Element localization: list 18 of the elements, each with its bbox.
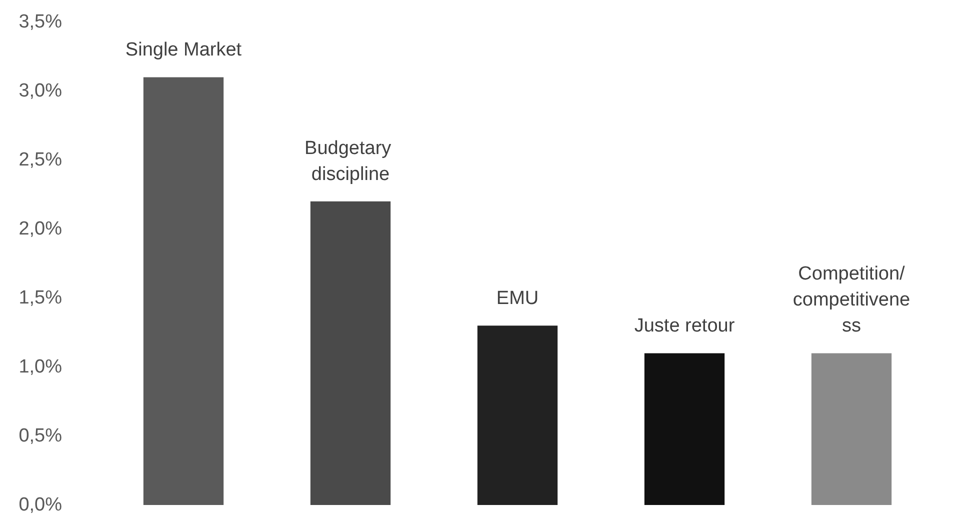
x-tick-label: Competition/competitiveness xyxy=(792,264,910,337)
bar xyxy=(143,77,224,505)
y-tick-label: 1,5% xyxy=(18,288,62,308)
y-tick-label: 3,0% xyxy=(18,80,62,102)
x-tick-label: Juste retour xyxy=(634,316,736,337)
y-tick-label: 2,5% xyxy=(18,150,62,170)
y-tick-label: 0,0% xyxy=(18,494,62,516)
y-tick-label: 1,0% xyxy=(18,356,62,378)
bar xyxy=(644,353,725,505)
y-tick-label: 0,5% xyxy=(18,426,62,446)
bar xyxy=(310,201,391,505)
bar xyxy=(811,353,892,505)
bar xyxy=(477,326,558,505)
x-tick-label: EMU xyxy=(496,288,539,310)
x-tick-label: Single Market xyxy=(125,40,242,61)
y-tick-label: 3,5% xyxy=(18,12,62,32)
x-tick-label: Budgetary discipline xyxy=(304,138,396,185)
y-tick-label: 2,0% xyxy=(18,218,62,240)
